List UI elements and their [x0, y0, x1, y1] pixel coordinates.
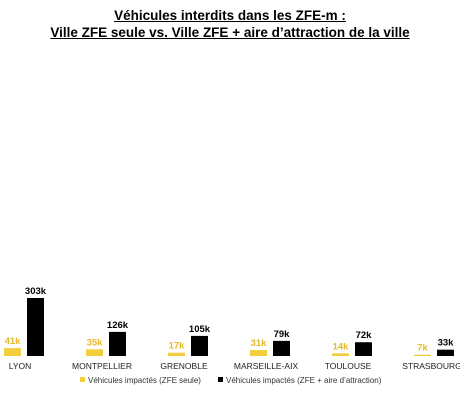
legend-swatch-zfe	[80, 377, 85, 382]
value-label-zfe-toulouse: 14k	[333, 341, 350, 352]
category-labels-group: LYON MONTPELLIER GRENOBLE MARSEILLE-AIX TOUL…	[9, 361, 460, 371]
value-label-aire-montpellier: 126k	[107, 320, 129, 331]
value-label-zfe-montpellier: 35k	[87, 337, 104, 348]
bar-aire-marseille-aix	[273, 340, 290, 356]
bar-aire-grenoble	[191, 335, 208, 356]
category-label-toulouse: TOULOUSE	[325, 361, 372, 371]
value-label-aire-toulouse: 72k	[356, 330, 373, 341]
category-label-strasbourg: STRASBOURG	[402, 361, 460, 371]
bar-zfe-marseille-aix	[250, 350, 267, 356]
legend-item-zfe: Véhicules impactés (ZFE seule)	[80, 376, 201, 385]
bar-zfe-toulouse	[332, 353, 349, 356]
bar-zfe-montpellier	[86, 349, 103, 356]
value-label-zfe-marseille-aix: 31k	[251, 338, 268, 349]
category-label-lyon: LYON	[9, 361, 32, 371]
value-label-aire-grenoble: 105k	[189, 324, 211, 335]
value-label-aire-lyon: 303k	[25, 286, 47, 297]
legend-swatch-aire	[218, 377, 223, 382]
legend-label-zfe: Véhicules impactés (ZFE seule)	[88, 376, 201, 385]
value-label-zfe-lyon: 41k	[5, 336, 22, 347]
legend: Véhicules impactés (ZFE seule) Véhicules…	[0, 376, 460, 390]
bar-aire-montpellier	[109, 331, 126, 356]
category-label-marseille-aix: MARSEILLE-AIX	[234, 361, 299, 371]
legend-label-aire: Véhicules impactés (ZFE + aire d’attract…	[226, 376, 382, 385]
bar-aire-lyon	[27, 298, 44, 356]
value-label-zfe-strasbourg: 7k	[417, 343, 428, 354]
legend-item-aire: Véhicules impactés (ZFE + aire d’attract…	[218, 376, 381, 385]
value-label-zfe-grenoble: 17k	[169, 341, 186, 352]
bar-zfe-strasbourg	[414, 354, 431, 356]
chart-title: Véhicules interdits dans les ZFE-m :	[114, 8, 346, 23]
bar-zfe-lyon	[4, 348, 21, 356]
category-label-montpellier: MONTPELLIER	[72, 361, 132, 371]
bar-zfe-grenoble	[168, 352, 185, 356]
value-label-aire-marseille-aix: 79k	[274, 329, 291, 340]
bar-aire-toulouse	[355, 342, 372, 356]
bar-aire-strasbourg	[437, 349, 454, 356]
value-label-aire-strasbourg: 33k	[438, 338, 455, 349]
chart-subtitle: Ville ZFE seule vs. Ville ZFE + aire d’a…	[50, 25, 410, 40]
bars-group	[4, 298, 454, 356]
category-label-grenoble: GRENOBLE	[160, 361, 208, 371]
